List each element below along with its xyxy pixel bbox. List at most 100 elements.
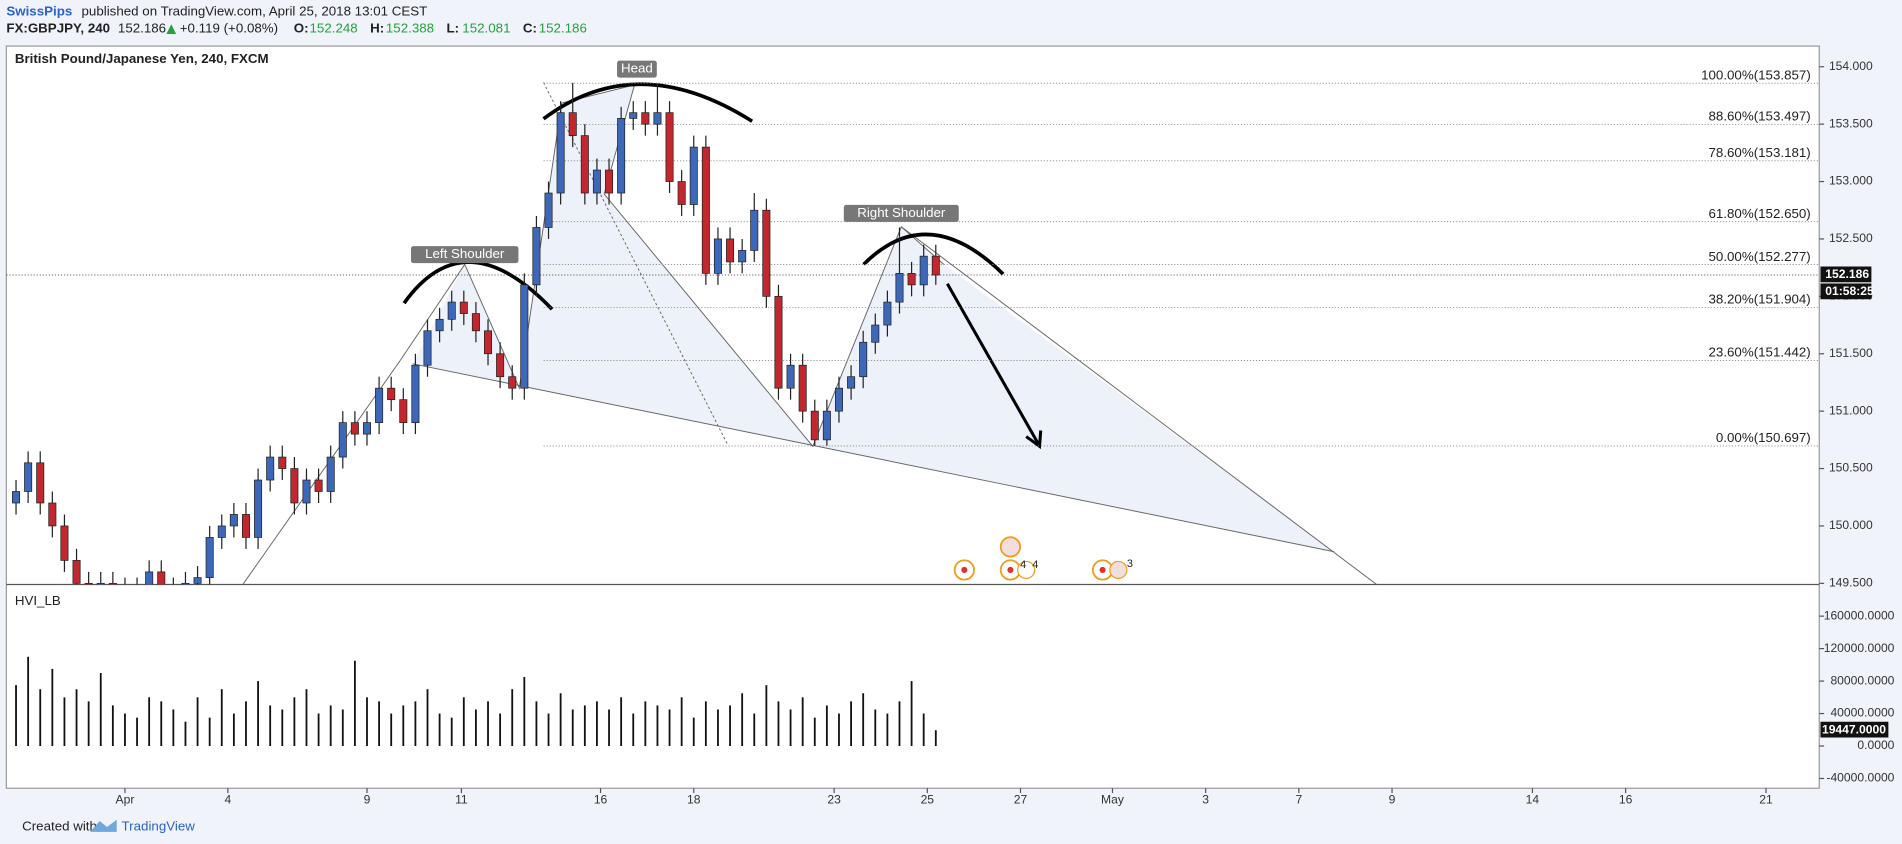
ohlc-label: L: <box>447 21 460 36</box>
candle-body <box>435 318 444 332</box>
candle-body <box>96 582 105 585</box>
x-tick-label: 16 <box>1619 793 1633 807</box>
candle-body <box>883 301 892 326</box>
arrow-head <box>1025 430 1043 450</box>
annotation: Right Shoulder <box>857 205 946 220</box>
ohlc-value: 152.248 <box>310 21 358 36</box>
countdown: 01:58:25 <box>1825 284 1874 298</box>
event-dot <box>1007 566 1014 573</box>
y-tick-label: 153.500 <box>1829 116 1873 130</box>
x-tick-label: 21 <box>1759 793 1773 807</box>
candle-body <box>484 330 493 355</box>
symbol: FX:GBPJPY, 240 <box>6 21 110 36</box>
candle-body <box>895 273 904 303</box>
candle-body <box>931 255 940 276</box>
candle-body <box>689 146 698 205</box>
y-tick-label: 152.500 <box>1829 231 1873 245</box>
ohlc-value: 152.388 <box>386 21 434 36</box>
candle-body <box>302 479 311 504</box>
candle-body <box>205 537 214 578</box>
x-tick-label: 9 <box>364 793 371 807</box>
event-count: 3 <box>1127 558 1133 570</box>
footer-created: Created with <box>22 819 97 834</box>
annotation: Head <box>621 61 653 76</box>
price-tag <box>1820 266 1872 283</box>
annotation-box <box>843 204 959 222</box>
fib-label: 88.60%(153.497) <box>1708 109 1810 124</box>
candle-body <box>798 364 807 412</box>
candle-body <box>471 313 480 332</box>
pattern-area <box>412 84 1335 552</box>
candle-body <box>713 238 722 274</box>
candle-body <box>241 514 250 538</box>
y-tick-label: 151.500 <box>1829 346 1873 360</box>
footer-brand[interactable]: TradingView <box>122 819 196 834</box>
candle-body <box>108 582 117 585</box>
annotation-box <box>617 60 657 78</box>
annotation-box <box>411 246 519 264</box>
volume-tick-label: 120000.0000 <box>1824 641 1895 655</box>
drawings <box>242 82 1377 585</box>
candle-body <box>362 422 371 435</box>
arrow <box>946 283 1040 445</box>
candle-body <box>72 560 81 584</box>
candle-body <box>314 479 323 492</box>
price-tag-label: 152.186 <box>1825 267 1869 281</box>
fib-label: 0.00%(150.697) <box>1716 430 1811 445</box>
x-tick-label: 18 <box>687 793 701 807</box>
ohlc-value: 152.081 <box>462 21 510 36</box>
candle-body <box>665 112 674 182</box>
candle-body <box>750 209 759 251</box>
x-tick-label: 7 <box>1295 793 1302 807</box>
ohlc-label: H: <box>370 21 384 36</box>
x-tick-label: 9 <box>1389 793 1396 807</box>
trend-line <box>242 359 401 585</box>
chart-title: British Pound/Japanese Yen, 240, FXCM <box>15 51 269 66</box>
candle-body <box>822 410 831 441</box>
candle-body <box>605 169 614 194</box>
candle-body <box>24 462 33 492</box>
x-tick-label: 4 <box>224 793 231 807</box>
candle-body <box>568 112 577 136</box>
candle-body <box>278 456 287 469</box>
x-tick-label: 27 <box>1014 793 1028 807</box>
candle-body <box>217 525 226 538</box>
candle-body <box>459 301 468 314</box>
candle-body <box>786 364 795 389</box>
candle-body <box>592 169 601 194</box>
price: 152.186 <box>118 21 166 36</box>
candle-body <box>12 491 21 504</box>
volume-tick-label: 0.0000 <box>1857 738 1894 752</box>
candle-body <box>254 479 263 538</box>
candle-body <box>84 582 93 585</box>
candle-body <box>653 112 662 125</box>
candle-body <box>36 462 45 504</box>
event-dot <box>1099 566 1106 573</box>
candle-body <box>532 227 541 286</box>
candle-body <box>919 255 928 286</box>
candle-body <box>871 324 880 343</box>
x-tick-label: Apr <box>116 793 135 807</box>
candle-body <box>423 330 432 366</box>
candle-body <box>157 571 166 585</box>
candle-body <box>641 112 650 125</box>
candle-body <box>762 209 771 297</box>
y-tick-label: 153.000 <box>1829 174 1873 188</box>
x-tick-label: 23 <box>827 793 841 807</box>
volume-tick-label: 80000.0000 <box>1830 673 1894 687</box>
fib-label: 78.60%(153.181) <box>1708 145 1810 160</box>
candle-body <box>229 514 238 527</box>
candle-body <box>447 301 456 320</box>
volume-tick-label: 160000.0000 <box>1824 608 1895 622</box>
ohlc-label: O: <box>294 21 309 36</box>
candle-body <box>907 273 916 286</box>
candle-body <box>193 577 202 584</box>
candle-body <box>677 181 686 205</box>
candle-body <box>544 192 553 228</box>
fib-label: 38.20%(151.904) <box>1708 292 1810 307</box>
y-tick-label: 150.000 <box>1829 518 1873 532</box>
x-tick-label: 14 <box>1526 793 1540 807</box>
y-tick-label: 149.500 <box>1829 576 1873 590</box>
candle-body <box>326 456 335 492</box>
